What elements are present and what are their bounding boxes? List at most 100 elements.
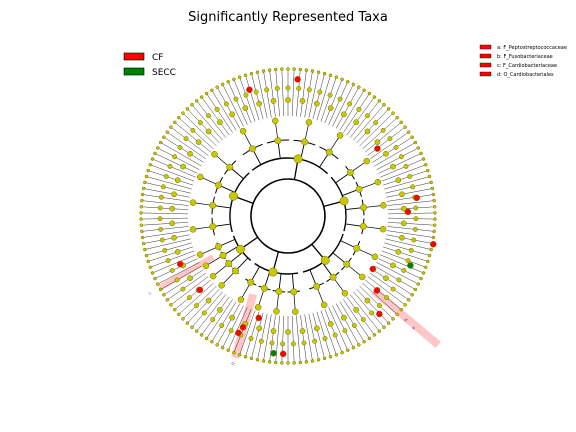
taxon-node	[171, 234, 177, 241]
leaf-branch	[141, 200, 189, 206]
leaf-node	[158, 287, 163, 292]
leaf-branch	[141, 222, 189, 226]
taxon-node	[236, 244, 245, 254]
leaf-branch	[312, 312, 325, 359]
taxon-node	[169, 268, 175, 273]
leaf-branch	[150, 250, 195, 268]
leaf-branch	[378, 153, 422, 174]
leaf-node	[165, 298, 170, 302]
leaf-branch	[372, 137, 413, 163]
clade-swatch-b	[479, 53, 492, 59]
taxon-node	[358, 273, 366, 281]
taxon-node	[174, 277, 180, 283]
taxon-node	[364, 128, 371, 135]
leaf-branch	[263, 71, 272, 118]
leaf-node	[367, 91, 372, 96]
leaf-node	[141, 186, 146, 191]
leaf-branch	[141, 226, 189, 232]
legend-label-cf: CF	[152, 53, 163, 63]
taxon-node	[223, 101, 229, 107]
taxon-node	[400, 220, 407, 227]
leaf-node	[419, 276, 423, 281]
leaf-node	[280, 361, 284, 365]
taxon-node	[351, 323, 357, 328]
leaf-branch	[349, 294, 380, 332]
leaf-node	[433, 217, 437, 221]
leaf-node	[432, 229, 436, 234]
leaf-node	[427, 253, 432, 258]
taxon-node	[264, 87, 270, 93]
taxon-node	[377, 303, 382, 309]
leaf-branch	[154, 258, 198, 279]
leaf-branch	[369, 131, 409, 160]
leaf-branch	[384, 242, 430, 256]
leaf-node	[346, 348, 350, 353]
leaf-node	[382, 102, 386, 107]
leaf-branch	[163, 137, 204, 163]
leaf-node	[150, 271, 155, 275]
leaf-branch	[308, 72, 319, 119]
taxon-node	[197, 173, 204, 181]
leaf-branch	[142, 194, 190, 202]
leaf-branch	[346, 96, 375, 136]
taxon-node	[383, 275, 389, 282]
leaf-node	[403, 303, 407, 307]
leaf-node	[424, 163, 428, 167]
leaf-node	[399, 307, 404, 312]
leaf-branch	[356, 288, 389, 324]
leaf-branch	[362, 282, 398, 315]
leaf-node	[386, 321, 391, 325]
leaf-node	[155, 282, 160, 286]
leaf-branch	[312, 73, 325, 120]
leaf-node	[190, 325, 194, 330]
leaf-node	[340, 77, 344, 82]
leaf-branch	[320, 310, 337, 355]
taxon-node	[403, 163, 409, 169]
leaf-node	[406, 130, 411, 134]
taxon-node	[285, 97, 291, 103]
leaf-branch	[387, 200, 435, 206]
taxon-node	[412, 226, 418, 232]
taxon-node	[196, 251, 204, 258]
leaf-branch	[385, 238, 432, 250]
leaf-branch	[144, 238, 191, 250]
taxon-node	[189, 199, 197, 206]
leaf-branch	[233, 79, 252, 124]
leaf-branch	[387, 217, 435, 220]
highlight-letter-a: a	[411, 325, 417, 331]
leaf-node	[304, 68, 309, 72]
taxon-node	[214, 106, 220, 112]
leaf-node	[194, 99, 199, 103]
leaf-node	[292, 67, 296, 71]
leaf-node	[426, 259, 430, 264]
taxon-node	[195, 139, 202, 145]
leaf-branch	[281, 69, 285, 117]
leaf-branch	[386, 234, 433, 244]
leaf-branch	[381, 250, 426, 268]
clade-swatch-a	[479, 44, 492, 50]
leaf-node	[185, 107, 190, 111]
leaf-branch	[304, 314, 313, 361]
taxon-node	[343, 260, 351, 268]
leaf-branch	[191, 104, 223, 141]
leaf-node	[177, 115, 181, 120]
taxon-node	[390, 163, 396, 170]
leaf-node	[334, 353, 339, 357]
taxon-node	[260, 284, 268, 292]
taxon-node	[256, 325, 262, 332]
leaf-node	[298, 67, 303, 72]
leaf-node	[286, 361, 290, 365]
leaf-node	[416, 146, 421, 150]
taxon-node	[218, 282, 225, 289]
taxon-node	[410, 184, 416, 190]
leaf-node	[334, 75, 339, 79]
leaf-node	[255, 70, 260, 74]
leaf-node	[410, 135, 414, 139]
taxon-node	[186, 295, 192, 301]
taxon-node	[225, 260, 233, 268]
leaf-branch	[174, 122, 212, 153]
highlight-letter-d: d	[403, 317, 409, 323]
cf-node	[404, 208, 412, 216]
leaf-branch	[257, 72, 268, 119]
leaf-branch	[381, 164, 426, 182]
